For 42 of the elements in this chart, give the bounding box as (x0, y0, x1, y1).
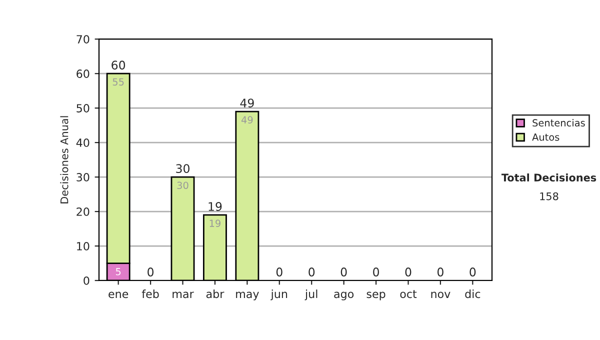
total-label: 60 (112, 60, 126, 70)
total-label: 0 (148, 268, 154, 276)
x-tick-label: nov (431, 292, 450, 298)
x-tick-label: jul (304, 290, 318, 300)
data-label: 5 (116, 268, 121, 276)
y-tick-label: 10 (77, 242, 90, 250)
y-tick-label: 20 (76, 208, 90, 216)
total-label: 0 (405, 268, 412, 276)
total-label: 30 (176, 164, 190, 174)
text: Total Decisiones (501, 173, 596, 182)
x-tick-label: mar (172, 292, 194, 298)
y-tick-label: 0 (84, 276, 90, 285)
x-tick-label: ene (108, 292, 128, 298)
x-tick-label: may (236, 292, 259, 300)
x-tick-label: ago (334, 292, 354, 300)
data-label: 19 (210, 220, 220, 227)
total-label: 19 (208, 202, 222, 211)
total-label: 0 (437, 268, 444, 276)
total-label: 49 (240, 98, 254, 108)
x-tick-label: oct (400, 290, 417, 298)
total-label: 0 (470, 268, 476, 276)
total-label: 0 (340, 268, 347, 276)
data-label: 49 (241, 116, 253, 124)
y-tick-label: 70 (76, 35, 90, 44)
x-tick-label: sep (366, 292, 386, 300)
legend-label: Autos (532, 134, 560, 141)
y-tick-label: 50 (76, 104, 90, 112)
y-axis-title: Decisiones Anual (60, 116, 68, 204)
data-label: 30 (177, 182, 188, 190)
data-label: 55 (112, 78, 124, 86)
x-tick-label: dic (465, 290, 480, 298)
y-tick-label: 30 (76, 173, 90, 182)
total-label: 0 (276, 268, 282, 276)
x-tick-label: abr (206, 290, 224, 298)
total-label: 0 (308, 268, 315, 276)
text: 158 (540, 192, 558, 200)
y-tick-label: 60 (76, 70, 90, 78)
x-tick-label: jun (270, 290, 288, 300)
total-label: 0 (373, 268, 380, 276)
x-tick-label: feb (142, 290, 159, 298)
y-tick-label: 40 (76, 138, 90, 147)
legend-label: Sentencias (532, 118, 585, 127)
